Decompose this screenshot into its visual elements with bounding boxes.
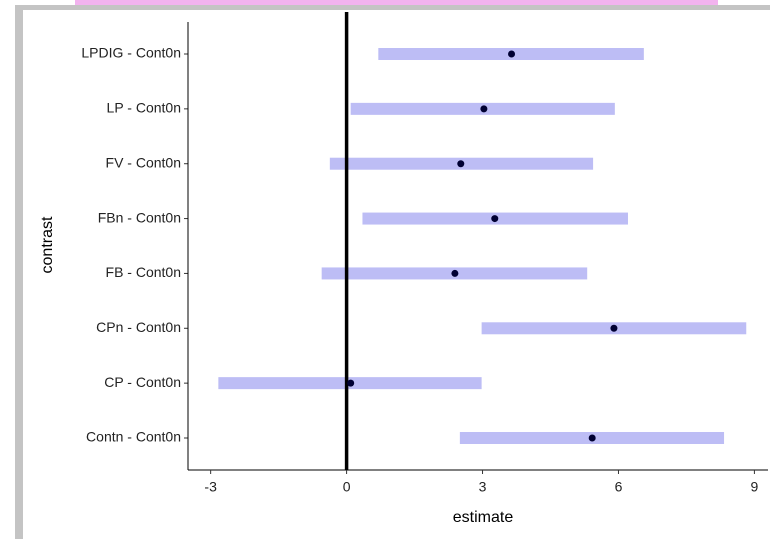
- window-border-top: [15, 5, 770, 10]
- estimate-point: [508, 50, 516, 58]
- window-border-left: [15, 5, 23, 539]
- y-tick-label: Contn - Cont0n: [86, 429, 181, 445]
- x-tick-label: -3: [204, 479, 217, 495]
- top-banner: [75, 0, 718, 5]
- y-tick-label: FV - Cont0n: [106, 154, 181, 170]
- chart: estimate contrast Contn - Cont0n CP - Con…: [39, 12, 768, 526]
- estimate-point: [347, 379, 355, 387]
- y-tick-label: CP - Cont0n: [104, 374, 181, 390]
- y-tick-label: CPn - Cont0n: [96, 319, 181, 335]
- y-axis-title: contrast: [39, 216, 56, 273]
- estimate-point: [480, 105, 488, 113]
- estimate-point: [457, 160, 465, 168]
- y-tick-label: LPDIG - Cont0n: [81, 45, 181, 61]
- y-tick-label: LP - Cont0n: [107, 100, 181, 116]
- y-tick-label: FB - Cont0n: [106, 264, 181, 280]
- estimate-point: [451, 269, 459, 277]
- x-tick-label: 9: [751, 479, 759, 495]
- x-axis-title: estimate: [453, 509, 514, 526]
- estimate-point: [588, 434, 596, 442]
- estimate-point: [491, 215, 499, 223]
- estimate-point: [610, 324, 618, 332]
- x-tick-label: 6: [615, 479, 623, 495]
- x-tick-label: 0: [343, 479, 351, 495]
- x-tick-label: 3: [479, 479, 487, 495]
- y-tick-label: FBn - Cont0n: [98, 209, 181, 225]
